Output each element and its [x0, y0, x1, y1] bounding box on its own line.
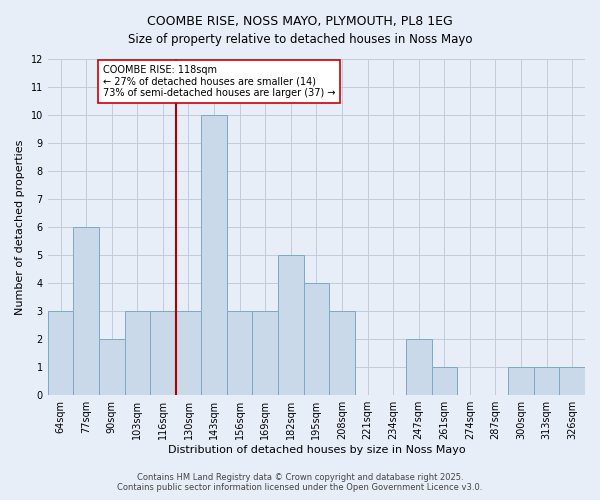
Bar — [99, 339, 125, 395]
Bar — [48, 311, 73, 395]
Bar — [73, 227, 99, 395]
Bar — [508, 367, 534, 395]
Bar — [253, 311, 278, 395]
Text: Contains HM Land Registry data © Crown copyright and database right 2025.
Contai: Contains HM Land Registry data © Crown c… — [118, 473, 482, 492]
Text: COOMBE RISE: 118sqm
← 27% of detached houses are smaller (14)
73% of semi-detach: COOMBE RISE: 118sqm ← 27% of detached ho… — [103, 64, 335, 98]
Y-axis label: Number of detached properties: Number of detached properties — [15, 140, 25, 315]
Bar — [559, 367, 585, 395]
Bar — [406, 339, 431, 395]
Bar — [150, 311, 176, 395]
Bar — [304, 283, 329, 395]
Bar — [431, 367, 457, 395]
Text: COOMBE RISE, NOSS MAYO, PLYMOUTH, PL8 1EG: COOMBE RISE, NOSS MAYO, PLYMOUTH, PL8 1E… — [147, 15, 453, 28]
X-axis label: Distribution of detached houses by size in Noss Mayo: Distribution of detached houses by size … — [167, 445, 465, 455]
Bar — [176, 311, 201, 395]
Bar — [201, 115, 227, 395]
Bar — [534, 367, 559, 395]
Bar — [329, 311, 355, 395]
Bar — [227, 311, 253, 395]
Bar — [125, 311, 150, 395]
Bar — [278, 255, 304, 395]
Text: Size of property relative to detached houses in Noss Mayo: Size of property relative to detached ho… — [128, 32, 472, 46]
